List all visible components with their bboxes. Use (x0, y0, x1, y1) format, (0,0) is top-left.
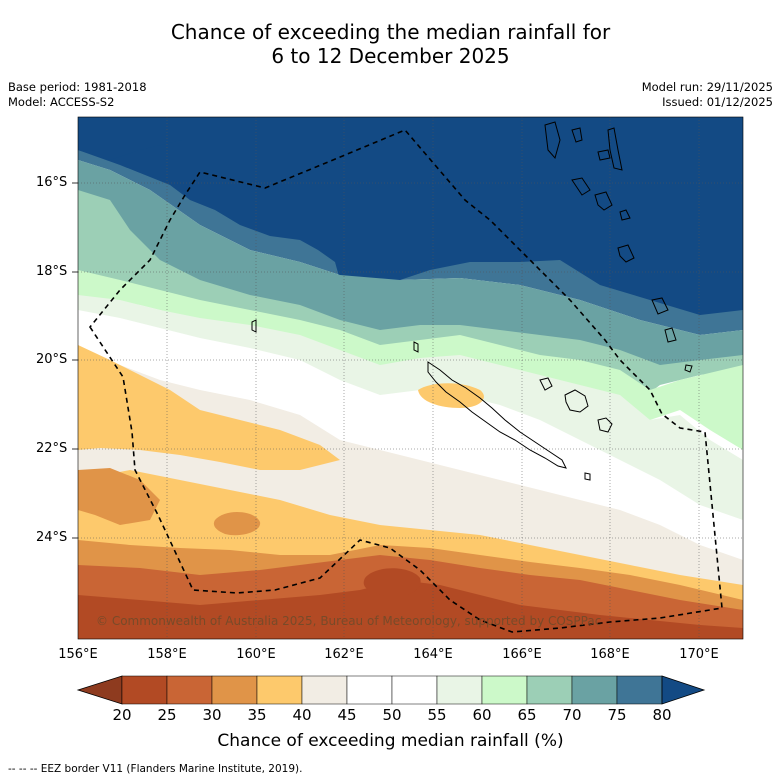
eez-footnote: -- -- -- EEZ border V11 (Flanders Marine… (8, 763, 303, 775)
model-run: Model run: 29/11/2025 (641, 80, 773, 94)
colorbar-tick: 60 (472, 706, 492, 724)
band-20-blob (363, 568, 421, 598)
copyright-notice: © Commonwealth of Australia 2025, Bureau… (96, 614, 602, 628)
colorbar-bin (436, 675, 483, 705)
meta-right: Model run: 29/11/2025 Issued: 01/12/2025 (642, 80, 773, 110)
colorbar-low-extend (76, 675, 123, 705)
colorbar-bin (481, 675, 528, 705)
colorbar-bin (526, 675, 573, 705)
colorbar-title: Chance of exceeding median rainfall (%) (217, 731, 564, 751)
band-40 (78, 360, 743, 600)
colorbar-bin (616, 675, 663, 705)
lon-label-160e: 160°E (236, 647, 276, 662)
band-30 (78, 468, 160, 525)
band-80-top-left (78, 117, 182, 160)
colorbar-tick: 80 (652, 706, 672, 724)
band-20 (78, 580, 743, 639)
colorbar (76, 675, 706, 705)
colorbar-high-extend (661, 675, 706, 705)
meta-left: Base period: 1981-2018 Model: ACCESS-S2 (8, 80, 147, 110)
vanuatu-islands (544, 121, 693, 373)
colorbar-tick: 20 (112, 706, 132, 724)
colorbar-tick: 65 (517, 706, 537, 724)
lat-label-22s: 22°S (36, 441, 68, 456)
band-80 (78, 117, 743, 315)
lon-label-170e: 170°E (679, 647, 719, 662)
colorbar-bin (256, 675, 303, 705)
band-30-blob (213, 511, 261, 536)
lat-label-18s: 18°S (36, 264, 68, 279)
lon-label-158e: 158°E (147, 647, 187, 662)
lon-label-164e: 164°E (413, 647, 453, 662)
new-caledonia-island (427, 361, 567, 469)
model-name: Model: ACCESS-S2 (8, 95, 115, 109)
issued-date: Issued: 01/12/2025 (662, 95, 773, 109)
map-title: Chance of exceeding the median rainfall … (0, 20, 781, 68)
loyalty-islands (539, 377, 613, 433)
lon-label-162e: 162°E (324, 647, 364, 662)
colorbar-bin (346, 675, 393, 705)
title-line-2: 6 to 12 December 2025 (271, 44, 510, 68)
lon-label-168e: 168°E (590, 647, 630, 662)
band-65 (78, 190, 743, 400)
colorbar-bin (166, 675, 213, 705)
colorbar-tick: 40 (292, 706, 312, 724)
rainfall-field (78, 117, 743, 639)
colorbar-tick: 35 (247, 706, 267, 724)
band-35 (78, 345, 340, 470)
colorbar-bin (571, 675, 618, 705)
eez-border (89, 129, 723, 633)
colorbar-tick: 50 (382, 706, 402, 724)
base-period: Base period: 1981-2018 (8, 80, 147, 94)
colorbar-tick: 30 (202, 706, 222, 724)
lat-label-16s: 16°S (36, 175, 68, 190)
lat-label-24s: 24°S (36, 530, 68, 545)
lon-label-156e: 156°E (58, 647, 98, 662)
colorbar-bin (301, 675, 348, 705)
colorbar-tick: 45 (337, 706, 357, 724)
colorbar-tick: 70 (562, 706, 582, 724)
colorbar-bin (391, 675, 438, 705)
colorbar-bin (211, 675, 258, 705)
colorbar-tick: 25 (157, 706, 177, 724)
colorbar-bin (121, 675, 168, 705)
colorbar-tick: 75 (607, 706, 627, 724)
title-line-1: Chance of exceeding the median rainfall … (170, 20, 611, 44)
small-islets (251, 319, 591, 481)
axis-ticks (72, 182, 78, 539)
band-70 (78, 160, 743, 370)
map-frame (77, 116, 744, 640)
colorbar-tick: 55 (427, 706, 447, 724)
lon-label-166e: 166°E (502, 647, 542, 662)
lat-label-20s: 20°S (36, 352, 68, 367)
